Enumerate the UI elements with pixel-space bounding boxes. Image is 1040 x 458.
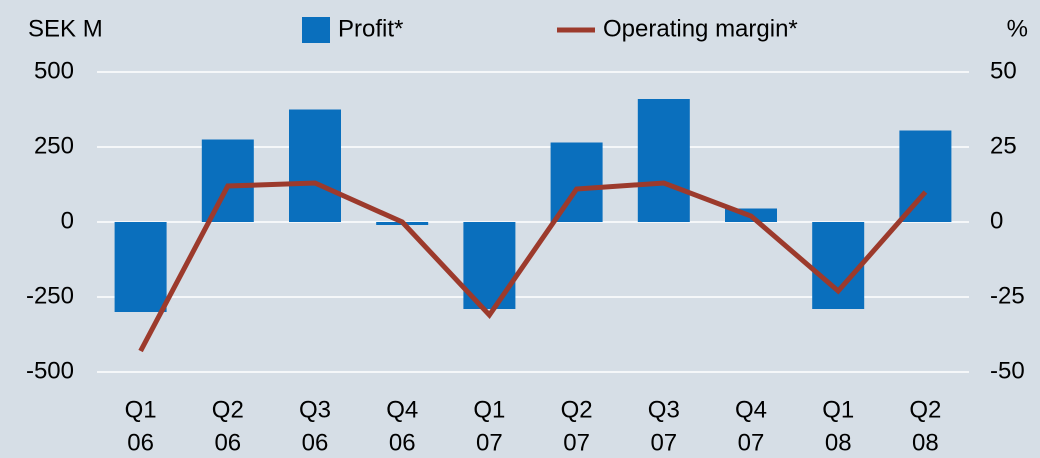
bar [114, 222, 167, 312]
x-tick-label: Q3 [648, 396, 680, 423]
legend-swatch [302, 17, 330, 43]
y2-tick-label: 25 [990, 132, 1017, 159]
x-tick-label: 06 [389, 429, 416, 456]
x-tick-label: Q1 [473, 396, 505, 423]
x-tick-label: Q4 [735, 396, 767, 423]
y-tick-label: 500 [34, 57, 74, 84]
bar [201, 139, 254, 222]
legend-label: Operating margin* [603, 15, 798, 42]
y-tick-label: -500 [26, 357, 74, 384]
y2-tick-label: 0 [990, 207, 1003, 234]
x-tick-label: Q2 [212, 396, 244, 423]
x-tick-label: 06 [302, 429, 329, 456]
x-tick-label: Q3 [299, 396, 331, 423]
x-tick-label: Q4 [386, 396, 418, 423]
x-tick-label: 07 [476, 429, 503, 456]
y-axis-label: SEK M [28, 15, 103, 42]
y2-tick-label: -25 [990, 282, 1025, 309]
bar [899, 130, 952, 222]
y-tick-label: 0 [61, 207, 74, 234]
y2-tick-label: 50 [990, 57, 1017, 84]
bar [289, 109, 341, 222]
x-tick-label: Q2 [909, 396, 941, 423]
x-tick-label: 06 [127, 429, 154, 456]
y-tick-label: -250 [26, 282, 74, 309]
x-tick-label: 08 [912, 429, 939, 456]
y2-tick-label: -50 [990, 357, 1025, 384]
y2-axis-label: % [1007, 15, 1028, 42]
bar [812, 222, 865, 309]
x-tick-label: 07 [738, 429, 765, 456]
x-tick-label: Q1 [125, 396, 157, 423]
y-tick-label: 250 [34, 132, 74, 159]
x-tick-label: 07 [563, 429, 590, 456]
x-tick-label: 07 [650, 429, 677, 456]
x-tick-label: 06 [214, 429, 241, 456]
x-tick-label: 08 [825, 429, 852, 456]
x-tick-label: Q2 [561, 396, 593, 423]
x-tick-label: Q1 [822, 396, 854, 423]
line [138, 180, 928, 353]
bar [550, 142, 603, 222]
legend-label: Profit* [338, 15, 403, 42]
bar [637, 99, 690, 222]
